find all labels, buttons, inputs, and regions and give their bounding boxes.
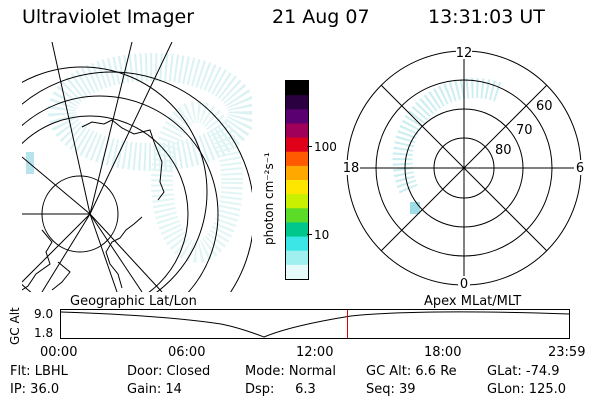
geographic-map <box>22 42 252 292</box>
info-gc-alt: GC Alt: 6.6 Re <box>366 364 457 379</box>
time-tick-12: 12:00 <box>296 345 334 360</box>
latitude-circles <box>22 66 252 292</box>
time-tick-18: 18:00 <box>424 345 462 360</box>
colorbar-segment <box>286 208 308 223</box>
color-scale-bar <box>285 80 309 280</box>
colorbar-segment <box>286 180 308 195</box>
aurora-bright-spot <box>410 202 420 214</box>
current-time-marker <box>347 310 348 338</box>
colorbar-segment <box>286 264 308 280</box>
info-gain: Gain: 14 <box>127 382 182 397</box>
instrument-title: Ultraviolet Imager <box>22 6 195 28</box>
info-filter: Flt: LBHL <box>10 364 68 379</box>
colorbar-segment <box>286 137 308 153</box>
colorbar-tick-label-10: 10 <box>314 228 330 242</box>
colorbar-segment <box>286 109 308 124</box>
info-seq: Seq: 39 <box>366 382 416 397</box>
alt-tick-1_8: 1.8 <box>34 326 54 340</box>
colorbar-segment <box>286 250 308 266</box>
info-glon: GLon: 125.0 <box>487 382 567 397</box>
colorbar-segment <box>286 222 308 238</box>
colorbar-segment <box>286 151 308 167</box>
time-tick-0: 00:00 <box>40 345 78 360</box>
color-scale-gradient <box>286 81 308 280</box>
aurora-emission-polar <box>392 78 502 197</box>
geo-map-label: Geographic Lat/Lon <box>70 294 197 309</box>
mlt-label-6: 6 <box>576 161 584 176</box>
polar-diagonal-2 <box>380 84 548 252</box>
colorbar-tick-10 <box>307 234 312 235</box>
time-tick-6: 06:00 <box>168 345 206 360</box>
polar-plot-label: Apex MLat/MLT <box>424 294 522 309</box>
colorbar-segment <box>286 194 308 209</box>
colorbar-tick-label-100: 100 <box>314 140 337 154</box>
lat-label-80: 80 <box>495 143 512 158</box>
mlt-label-18: 18 <box>343 161 360 176</box>
info-door: Door: Closed <box>127 364 211 379</box>
colorbar-segment <box>286 165 308 181</box>
info-glat: GLat: -74.9 <box>487 364 560 379</box>
colorbar-segment <box>286 81 308 96</box>
alt-tick-9: 9.0 <box>34 307 54 321</box>
colorbar-segment <box>286 123 308 139</box>
longitude-lines <box>22 42 173 292</box>
colorbar-segment <box>286 95 308 110</box>
info-ip: IP: 36.0 <box>10 382 60 397</box>
lat-label-70: 70 <box>516 123 533 138</box>
altitude-plot <box>60 309 570 339</box>
info-mode: Mode: Normal <box>245 364 336 379</box>
altitude-curve <box>61 311 569 338</box>
coastline <box>22 119 165 291</box>
date-label: 21 Aug 07 <box>272 6 370 28</box>
time-tick-24: 23:59 <box>548 345 586 360</box>
time-label: 13:31:03 UT <box>428 6 545 28</box>
polar-grid <box>346 50 582 286</box>
colorbar-segment <box>286 236 308 252</box>
mlt-label-0: 0 <box>460 277 468 292</box>
mlt-label-12: 12 <box>456 46 473 61</box>
alt-axis-label: GC Alt <box>8 307 22 345</box>
lat-label-60: 60 <box>536 99 553 114</box>
colorbar-unit-label: photon cm⁻²s⁻¹ <box>262 152 276 245</box>
aurora-emission-geo <box>26 53 252 263</box>
polar-plot: 12 18 6 0 60 70 80 <box>342 46 586 292</box>
colorbar-tick-100 <box>307 146 312 147</box>
info-dsp: Dsp: 6.3 <box>245 382 316 397</box>
